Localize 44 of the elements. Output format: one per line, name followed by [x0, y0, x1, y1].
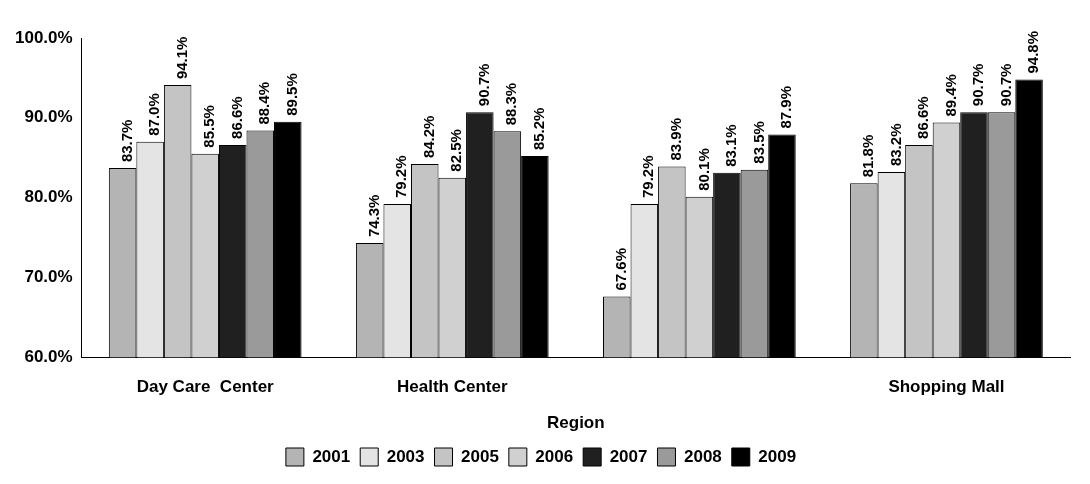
data-label: 83.1%	[722, 124, 740, 167]
legend-label: 2007	[609, 446, 648, 466]
data-label: 83.9%	[666, 117, 684, 161]
data-label: 83.2%	[886, 123, 904, 167]
data-label: 94.1%	[172, 36, 190, 80]
data-label: 88.4%	[255, 82, 273, 125]
data-label: 90.7%	[474, 63, 492, 107]
x-tick-label: Health Center	[397, 377, 508, 397]
data-label: 67.6%	[611, 248, 629, 291]
data-label: 83.7%	[117, 119, 135, 163]
data-label: 89.4%	[941, 74, 959, 117]
y-tick-label: 60.0%	[24, 346, 73, 366]
data-label: 74.3%	[364, 194, 382, 238]
data-label: 86.6%	[914, 96, 932, 139]
data-label: 80.1%	[694, 148, 712, 191]
data-label: 90.7%	[996, 63, 1014, 107]
legend-label: 2005	[461, 446, 499, 466]
data-label: 84.2%	[419, 115, 437, 159]
legend-label: 2006	[535, 446, 574, 466]
legend-label: 2008	[683, 446, 722, 466]
x-axis-title: Region	[547, 413, 605, 433]
data-label: 79.2%	[392, 155, 410, 198]
y-tick-label: 80.0%	[24, 187, 73, 207]
y-tick-label: 70.0%	[24, 267, 73, 287]
data-label: 81.8%	[859, 134, 876, 178]
x-tick-label: Shopping Mall	[888, 377, 1005, 397]
legend-label: 2003	[386, 446, 425, 466]
y-tick-label: 100.0%	[14, 27, 73, 47]
data-label: 87.0%	[145, 93, 163, 136]
data-label: 83.5%	[749, 121, 767, 164]
data-label: 89.5%	[282, 73, 300, 116]
data-label: 90.7%	[969, 63, 987, 107]
legend-label: 2001	[312, 446, 351, 466]
data-label: 87.9%	[777, 86, 795, 129]
data-label: 82.5%	[447, 129, 465, 172]
data-label: 94.8%	[1024, 30, 1042, 74]
data-label: 79.2%	[639, 155, 657, 198]
legend-label: 2009	[758, 446, 797, 466]
y-tick-label: 90.0%	[24, 107, 73, 127]
data-label: 88.3%	[502, 82, 520, 126]
data-label: 86.6%	[227, 96, 245, 139]
x-tick-label: Day Care Center	[136, 377, 275, 397]
data-label: 85.5%	[200, 105, 218, 148]
data-label: 85.2%	[530, 107, 548, 151]
